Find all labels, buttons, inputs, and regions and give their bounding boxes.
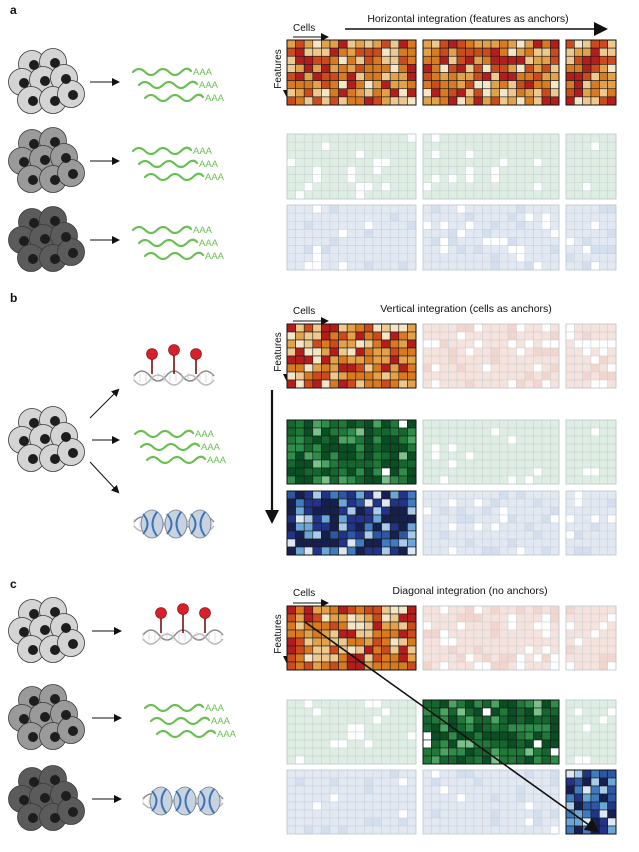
rna-polya-label: AAA <box>205 172 225 183</box>
dna-methylation-molecule <box>142 603 224 645</box>
heatmap-c-2-1 <box>422 769 560 835</box>
heatmap-c-2-0 <box>286 769 417 835</box>
heatmap-c-0-1 <box>422 605 560 671</box>
cell-cluster-dark <box>8 206 85 272</box>
rna-polya-label: AAA <box>193 146 213 157</box>
heatmap-c-2-2 <box>565 769 617 835</box>
rna-polya-label: AAA <box>205 251 225 262</box>
heatmap-b-0-0 <box>286 323 417 389</box>
rna-polya-label: AAA <box>211 716 231 727</box>
panel-letter: b <box>10 291 17 305</box>
heatmap-a-0-2 <box>565 39 617 106</box>
heatmap-a-0-0 <box>286 39 417 106</box>
chromatin-molecule <box>133 509 215 539</box>
rna-polya-label: AAA <box>205 703 225 714</box>
cell-cluster-light <box>8 48 85 114</box>
cell-cluster-medium <box>8 684 85 750</box>
heatmap-a-1-2 <box>565 133 617 200</box>
rna-polya-label: AAA <box>207 455 227 466</box>
cell-cluster-dark <box>8 765 85 831</box>
heatmap-c-1-1 <box>422 699 560 765</box>
cells-axis-label: Cells <box>293 23 315 34</box>
rna-polya-label: AAA <box>205 93 225 104</box>
features-axis-label: Features <box>273 49 284 88</box>
heatmap-b-1-1 <box>422 419 560 485</box>
process-arrow <box>89 461 120 494</box>
cell-cluster-light <box>8 406 85 472</box>
rna-molecule: AAA AAA AAA <box>131 225 225 262</box>
heatmap-c-0-0 <box>286 605 417 671</box>
heatmap-b-0-1 <box>422 323 560 389</box>
panel-b: b Cells Features Vertical integration (cell… <box>8 291 617 556</box>
heatmap-a-1-0 <box>286 133 417 200</box>
rna-molecule: AAA AAA AAA <box>131 146 225 183</box>
panel-title: Horizontal integration (features as anch… <box>367 13 568 25</box>
panel-title: Diagonal integration (no anchors) <box>392 585 547 597</box>
cells-axis-label: Cells <box>293 588 315 599</box>
heatmap-b-2-0 <box>286 490 417 556</box>
heatmap-a-2-2 <box>565 204 617 271</box>
panel-a: a Cells Features Horizontal integration (fe… <box>8 3 617 272</box>
panel-c: c Cells Features Diagonal integration (no a… <box>8 577 617 835</box>
panel-letter: c <box>10 577 17 591</box>
heatmap-b-1-0 <box>286 419 417 485</box>
dna-methylation-molecule <box>133 344 215 386</box>
rna-molecule: AAA AAA AAA <box>131 67 225 104</box>
cells-axis-label: Cells <box>293 306 315 317</box>
rna-molecule: AAA AAA AAA <box>143 703 237 740</box>
heatmap-a-1-1 <box>422 133 560 200</box>
rna-polya-label: AAA <box>199 80 219 91</box>
heatmap-b-1-2 <box>565 419 617 485</box>
heatmap-c-1-2 <box>565 699 617 765</box>
heatmap-b-2-2 <box>565 490 617 556</box>
diagonal-integration-arrow <box>304 621 600 833</box>
cell-cluster-medium <box>8 127 85 193</box>
panel-letter: a <box>10 3 17 17</box>
rna-polya-label: AAA <box>201 442 221 453</box>
panel-title: Vertical integration (cells as anchors) <box>380 303 552 315</box>
features-axis-label: Features <box>273 614 284 653</box>
rna-polya-label: AAA <box>193 67 213 78</box>
rna-polya-label: AAA <box>217 729 237 740</box>
rna-polya-label: AAA <box>199 238 219 249</box>
cell-cluster-light <box>8 597 85 663</box>
heatmap-a-2-1 <box>422 204 560 271</box>
process-arrow <box>89 388 120 419</box>
rna-polya-label: AAA <box>195 429 215 440</box>
heatmap-b-2-1 <box>422 490 560 556</box>
rna-polya-label: AAA <box>199 159 219 170</box>
heatmap-c-1-0 <box>286 699 417 765</box>
heatmap-b-0-2 <box>565 323 617 389</box>
features-axis-label: Features <box>273 332 284 371</box>
heatmap-a-0-1 <box>422 39 560 106</box>
rna-polya-label: AAA <box>193 225 213 236</box>
heatmap-c-0-2 <box>565 605 617 671</box>
chromatin-molecule <box>142 786 224 816</box>
heatmap-a-2-0 <box>286 204 417 271</box>
rna-molecule: AAA AAA AAA <box>133 429 227 466</box>
